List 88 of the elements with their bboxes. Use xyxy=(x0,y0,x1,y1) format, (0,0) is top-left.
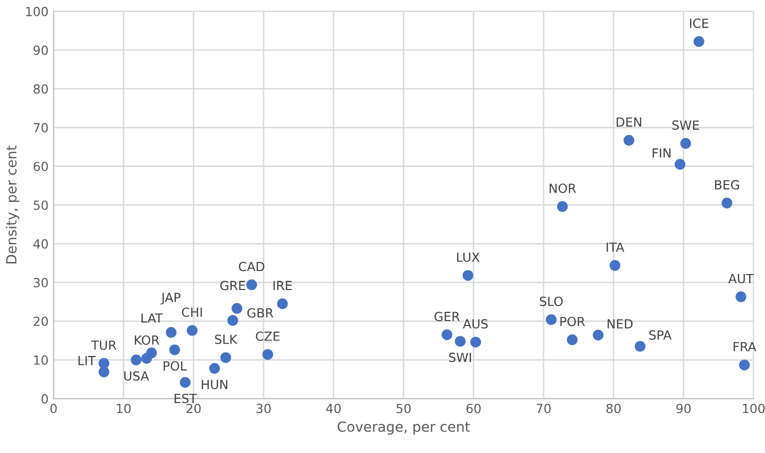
point xyxy=(624,134,634,146)
annotation: AUT xyxy=(728,274,754,284)
y-tick-label: 70 xyxy=(34,122,48,132)
x-tick-label: 20 xyxy=(186,404,201,414)
point xyxy=(739,360,750,370)
point xyxy=(169,344,180,356)
annotation: LUX xyxy=(457,252,480,262)
annotation: SWE xyxy=(672,120,699,130)
point xyxy=(680,138,692,149)
annotation: ICE xyxy=(690,18,708,28)
y-tick-label: 100 xyxy=(26,6,48,16)
point xyxy=(546,314,557,326)
annotation: AUS xyxy=(462,319,488,329)
x-tick-label: 100 xyxy=(742,404,765,414)
annotation: SLO xyxy=(540,296,563,306)
y-tick-label: 10 xyxy=(34,355,48,365)
x-tick-label: 90 xyxy=(676,404,691,414)
point xyxy=(470,336,482,348)
annotation: DEN xyxy=(616,117,642,127)
point xyxy=(736,291,746,302)
point xyxy=(694,36,704,47)
point xyxy=(442,329,452,340)
x-axis-title: Coverage, per cent xyxy=(338,421,470,435)
point xyxy=(220,352,232,363)
annotation: SWI xyxy=(449,352,471,362)
point xyxy=(674,158,686,170)
point xyxy=(722,198,732,208)
y-axis-title: Density, per cent xyxy=(6,146,20,264)
annotation: SPA xyxy=(649,330,672,340)
point xyxy=(186,325,198,336)
point xyxy=(557,201,568,212)
y-tick-label: 40 xyxy=(33,239,48,249)
point xyxy=(246,279,258,290)
annotation: NOR xyxy=(550,184,576,193)
x-tick-label: 30 xyxy=(256,404,271,414)
annotation: IRE xyxy=(274,280,292,290)
annotation: POR xyxy=(560,316,585,326)
x-tick-label: 50 xyxy=(396,404,411,414)
annotation: CZE xyxy=(256,332,280,341)
x-tick-label: 10 xyxy=(116,404,131,414)
annotation: USA xyxy=(124,371,149,381)
x-tick-label: 0 xyxy=(50,404,57,414)
point xyxy=(209,363,220,374)
point xyxy=(462,270,474,281)
point xyxy=(277,298,288,310)
annotation: KOR xyxy=(134,335,160,345)
point xyxy=(592,330,604,340)
y-tick-label: 30 xyxy=(34,278,48,288)
point xyxy=(227,315,238,326)
y-tick-label: 80 xyxy=(34,84,48,94)
y-tick-label: 60 xyxy=(34,162,48,172)
point xyxy=(610,260,620,271)
annotation: EST xyxy=(174,394,197,404)
annotation: LIT xyxy=(78,356,96,366)
point xyxy=(146,348,157,358)
annotation: FRA xyxy=(734,342,756,352)
annotation: SLK xyxy=(215,334,238,344)
point xyxy=(634,340,646,352)
annotation: ITA xyxy=(606,242,624,252)
annotation: NED xyxy=(608,319,633,328)
x-tick-label: 60 xyxy=(466,404,481,414)
annotation: GRE xyxy=(220,280,246,290)
annotation: CAD xyxy=(238,262,264,272)
point xyxy=(262,349,274,360)
annotation: GBR xyxy=(247,308,274,318)
point xyxy=(566,334,578,346)
annotation: JAP xyxy=(160,292,180,305)
point xyxy=(98,366,110,378)
y-tick-label: 20 xyxy=(34,316,48,326)
y-tick-label: 0 xyxy=(42,394,48,404)
point xyxy=(454,336,466,347)
annotation: POL xyxy=(164,361,187,371)
annotation: TUR xyxy=(91,340,116,350)
x-tick-label: 40 xyxy=(326,404,341,414)
point xyxy=(232,303,242,314)
x-tick-label: 80 xyxy=(606,404,621,414)
annotation: GER xyxy=(434,312,460,322)
annotation: FIN xyxy=(652,148,670,158)
x-tick-label: 70 xyxy=(536,404,551,414)
point xyxy=(130,354,142,366)
y-tick-label: 50 xyxy=(34,200,48,210)
annotation: BEG xyxy=(715,180,739,190)
point xyxy=(180,376,191,388)
y-tick-label: 90 xyxy=(34,46,48,55)
annotation: CHI xyxy=(182,307,202,317)
point xyxy=(166,327,177,338)
annotation: HUN xyxy=(202,380,228,390)
annotation: LAT xyxy=(142,313,163,323)
